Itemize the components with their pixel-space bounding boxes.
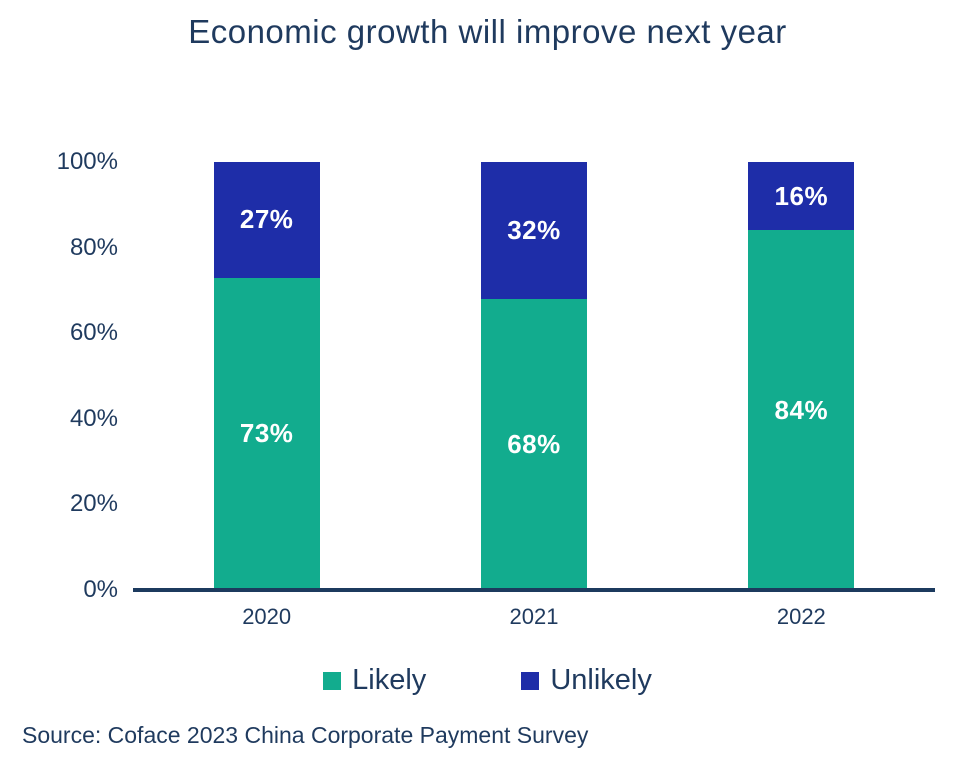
segment-unlikely-2020: 27% xyxy=(213,162,320,278)
y-tick-label-60: 60% xyxy=(69,319,118,347)
source-caption: Source: Coface 2023 China Corporate Paym… xyxy=(22,722,589,748)
legend-item-unlikely: Unlikely xyxy=(521,664,652,697)
legend-label-likely: Likely xyxy=(352,664,427,696)
segment-likely-2021: 68% xyxy=(480,298,587,590)
value-label-unlikely-2020: 27% xyxy=(239,204,294,235)
legend-label-unlikely: Unlikely xyxy=(550,664,652,696)
bar-group-2022: 16% 84% 2022 xyxy=(668,162,935,629)
legend-item-likely: Likely xyxy=(323,664,426,697)
x-axis-label-2022: 2022 xyxy=(776,604,826,629)
segment-likely-2022: 84% xyxy=(748,230,855,590)
x-axis-label-2021: 2021 xyxy=(509,604,559,629)
stacked-bar-2020: 27% 73% xyxy=(213,162,320,590)
plot-area: 27% 73% 2020 32% 68% 2021 16% 84% 2022 xyxy=(133,162,935,629)
value-label-unlikely-2022: 16% xyxy=(774,180,829,211)
legend: Likely Unlikely xyxy=(0,664,975,697)
chart-title: Economic growth will improve next year xyxy=(188,13,787,50)
x-axis-label-2020: 2020 xyxy=(242,604,292,629)
segment-likely-2020: 73% xyxy=(213,277,320,590)
stacked-bar-2022: 16% 84% xyxy=(748,162,855,590)
bar-group-2021: 32% 68% 2021 xyxy=(400,162,667,629)
value-label-likely-2021: 68% xyxy=(507,428,561,459)
value-label-likely-2020: 73% xyxy=(239,418,294,449)
y-tick-label-40: 40% xyxy=(69,404,118,432)
y-tick-label-20: 20% xyxy=(69,490,118,518)
value-label-likely-2022: 84% xyxy=(774,394,829,425)
bar-group-2020: 27% 73% 2020 xyxy=(133,162,400,629)
y-tick-label-0: 0% xyxy=(83,576,118,603)
stacked-bar-2021: 32% 68% xyxy=(480,162,587,590)
segment-unlikely-2022: 16% xyxy=(748,162,855,231)
y-tick-label-100: 100% xyxy=(56,148,118,175)
value-label-unlikely-2021: 32% xyxy=(507,214,561,245)
segment-unlikely-2021: 32% xyxy=(480,162,587,299)
y-tick-label-80: 80% xyxy=(69,233,118,261)
unlikely-swatch-icon xyxy=(521,671,540,690)
x-axis-line xyxy=(133,588,935,592)
likely-swatch-icon xyxy=(323,671,342,690)
